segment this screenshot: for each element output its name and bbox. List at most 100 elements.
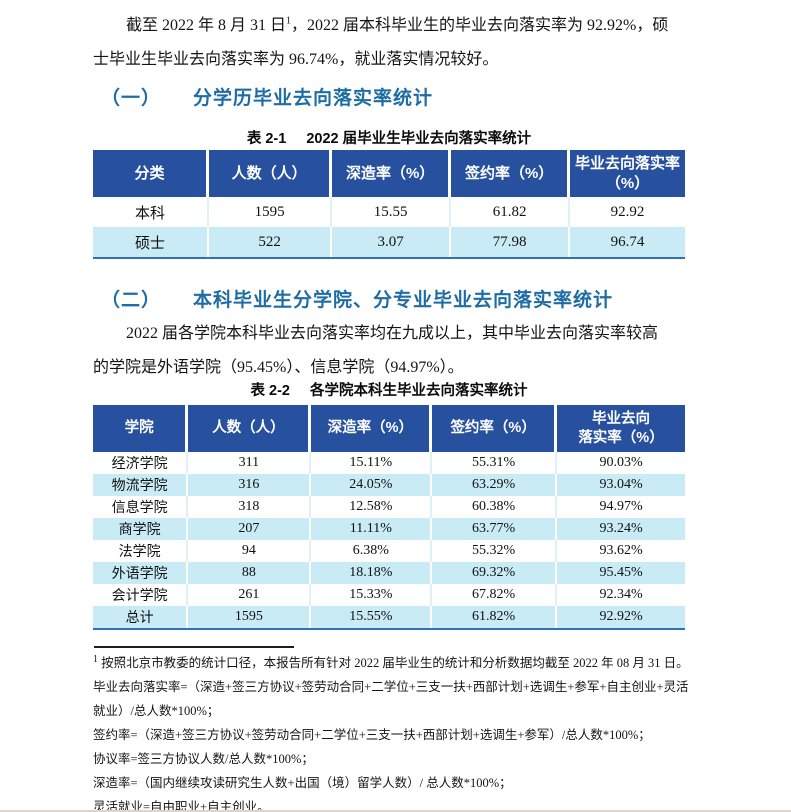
- footnote-separator-rule: [94, 646, 294, 648]
- section-number: （一）: [101, 88, 162, 109]
- table-row-total: 总计 1595 15.55% 61.82% 92.92%: [93, 606, 685, 628]
- table-cell: 93.04%: [599, 477, 643, 492]
- table-row: 硕士 522 3.07 77.98 96.74: [93, 227, 685, 257]
- table-cell: 67.82%: [432, 584, 558, 606]
- section-number: （二）: [101, 290, 162, 311]
- table-cell: 92.34%: [599, 587, 643, 602]
- section-heading-1: （一） 分学历毕业去向落实率统计: [101, 83, 433, 110]
- paragraph-line-1: 2022 届各学院本科毕业去向落实率均在九成以上，其中毕业去向落实率较高: [126, 325, 659, 342]
- table-header-cell: 分类: [93, 150, 210, 197]
- table-cell: 会计学院: [93, 584, 189, 606]
- table-cell: 15.11%: [311, 452, 433, 474]
- table-cell: 63.29%: [432, 474, 558, 496]
- table-row: 外语学院 88 18.18% 69.32% 95.45%: [93, 562, 685, 584]
- intro-text: 截至 2022 年 8 月 31 日: [126, 17, 287, 34]
- table-cell: 总计: [93, 606, 189, 628]
- table-header-row: 学院 人数（人） 深造率（%） 签约率（%） 毕业去向 落实率（%）: [93, 405, 685, 452]
- table-header-cell: 签约率（%）: [432, 405, 558, 452]
- footnote-line: 协议率=签三方协议人数/总人数*100%；: [93, 752, 314, 766]
- table-cell: 物流学院: [93, 474, 189, 496]
- table-cell: 61.82%: [432, 606, 558, 628]
- table-cell: 261: [188, 584, 312, 606]
- table-cell: 信息学院: [93, 496, 189, 518]
- table-cell: 外语学院: [93, 562, 189, 584]
- table-caption-label: 表 2-2: [250, 383, 291, 399]
- section-title: 分学历毕业去向落实率统计: [193, 88, 434, 109]
- table-header-cell: 深造率（%）: [332, 150, 452, 197]
- table-cell: 24.05%: [311, 474, 433, 496]
- table-cell: 318: [188, 496, 312, 518]
- table-cell: 15.55%: [311, 606, 433, 628]
- table-row: 会计学院 261 15.33% 67.82% 92.34%: [93, 584, 685, 606]
- table-caption-label: 表 2-1: [246, 131, 287, 147]
- footnote-line: 深造率=（国内继续攻读研究生人数+出国（境）留学人数）/ 总人数*100%；: [93, 776, 512, 790]
- section-heading-2: （二） 本科毕业生分学院、分专业毕业去向落实率统计: [101, 285, 613, 312]
- table-cell: 15.33%: [311, 584, 433, 606]
- intro-line-1: 截至 2022 年 8 月 31 日1，2022 届本科毕业生的毕业去向落实率为…: [93, 9, 705, 43]
- table-cell: 77.98: [451, 227, 571, 257]
- table-cell: 522: [209, 227, 333, 257]
- table-cell: 商学院: [93, 518, 189, 540]
- table-header-row: 分类 人数（人） 深造率（%） 签约率（%） 毕业去向落实率 （%）: [93, 150, 685, 197]
- table-header-cell: 毕业去向落实率（%）: [575, 154, 681, 192]
- table-cell: 92.92: [610, 203, 645, 220]
- intro-line-2: 士毕业生毕业去向落实率为 96.74%，就业落实情况较好。: [93, 51, 499, 68]
- table-cell: 96.74: [610, 233, 645, 250]
- table1-caption: 表 2-1 2022 届毕业生毕业去向落实率统计: [93, 127, 685, 148]
- table-header-cell: 深造率（%）: [311, 405, 433, 452]
- footnote-line: 就业）/总人数*100%；: [93, 704, 220, 718]
- table-cell: 55.32%: [432, 540, 558, 562]
- section-title: 本科毕业生分学院、分专业毕业去向落实率统计: [193, 290, 614, 311]
- body-paragraph: 2022 届各学院本科毕业去向落实率均在九成以上，其中毕业去向落实率较高 的学院…: [93, 317, 705, 385]
- table-cell: 88: [188, 562, 312, 584]
- table2-caption: 表 2-2 各学院本科生毕业去向落实率统计: [93, 379, 685, 400]
- table-degree-stats: 分类 人数（人） 深造率（%） 签约率（%） 毕业去向落实率 （%） 本科 159…: [93, 150, 685, 259]
- footnote-line: 签约率=（深造+签三方协议+签劳动合同+二学位+三支一扶+西部计划+选调生+参军…: [93, 728, 651, 742]
- table-cell: 61.82: [451, 197, 571, 227]
- table-row: 信息学院 318 12.58% 60.38% 94.97%: [93, 496, 685, 518]
- paragraph-line-2: 的学院是外语学院（95.45%）、信息学院（94.97%）。: [93, 359, 464, 376]
- table-cell: 3.07: [332, 227, 452, 257]
- footnote-marker: 1: [93, 653, 98, 665]
- table-cell: 经济学院: [93, 452, 189, 474]
- table-cell: 90.03%: [599, 455, 643, 470]
- table-cell: 1595: [188, 606, 312, 628]
- footnote-line: 灵活就业=自由职业+自主创业。: [93, 800, 270, 812]
- table-cell: 15.55: [332, 197, 452, 227]
- table-cell: 11.11%: [311, 518, 433, 540]
- table-cell: 69.32%: [432, 562, 558, 584]
- footnote-line: 1 按照北京市教委的统计口径，本报告所有针对 2022 届毕业生的统计和分析数据…: [93, 651, 711, 675]
- table-cell: 94: [188, 540, 312, 562]
- intro-text: ，2022 届本科毕业生的毕业去向落实率为 92.92%，硕: [291, 17, 669, 34]
- table-cell: 6.38%: [311, 540, 433, 562]
- footnote-reference: 1: [286, 15, 292, 27]
- table-cell: 法学院: [93, 540, 189, 562]
- table-row: 本科 1595 15.55 61.82 92.92: [93, 197, 685, 227]
- table-cell: 18.18%: [311, 562, 433, 584]
- table-cell: 本科: [93, 197, 210, 227]
- table-header-cell: 人数（人）: [188, 405, 312, 452]
- table-row: 物流学院 316 24.05% 63.29% 93.04%: [93, 474, 685, 496]
- table-header-cell: 人数（人）: [209, 150, 333, 197]
- table-caption-title: 2022 届毕业生毕业去向落实率统计: [306, 131, 532, 147]
- table-cell: 63.77%: [432, 518, 558, 540]
- table-cell: 硕士: [93, 227, 210, 257]
- table-cell: 92.92%: [599, 609, 643, 624]
- table-cell: 311: [188, 452, 312, 474]
- table-cell: 207: [188, 518, 312, 540]
- footnote-text: 按照北京市教委的统计口径，本报告所有针对 2022 届毕业生的统计和分析数据均截…: [98, 656, 689, 670]
- table-row: 商学院 207 11.11% 63.77% 93.24%: [93, 518, 685, 540]
- intro-paragraph: 截至 2022 年 8 月 31 日1，2022 届本科毕业生的毕业去向落实率为…: [93, 9, 705, 77]
- table-header-cell: 学院: [93, 405, 189, 452]
- table-row: 经济学院 311 15.11% 55.31% 90.03%: [93, 452, 685, 474]
- table-cell: 95.45%: [599, 565, 643, 580]
- table-cell: 55.31%: [432, 452, 558, 474]
- footnote-line: 毕业去向落实率=（深造+签三方协议+签劳动合同+二学位+三支一扶+西部计划+选调…: [93, 680, 689, 694]
- table-cell: 93.62%: [599, 543, 643, 558]
- table-row: 法学院 94 6.38% 55.32% 93.62%: [93, 540, 685, 562]
- footnotes-block: 1 按照北京市教委的统计口径，本报告所有针对 2022 届毕业生的统计和分析数据…: [93, 651, 711, 812]
- table-cell: 93.24%: [599, 521, 643, 536]
- table-header-cell: 签约率（%）: [451, 150, 571, 197]
- table-caption-title: 各学院本科生毕业去向落实率统计: [310, 383, 528, 399]
